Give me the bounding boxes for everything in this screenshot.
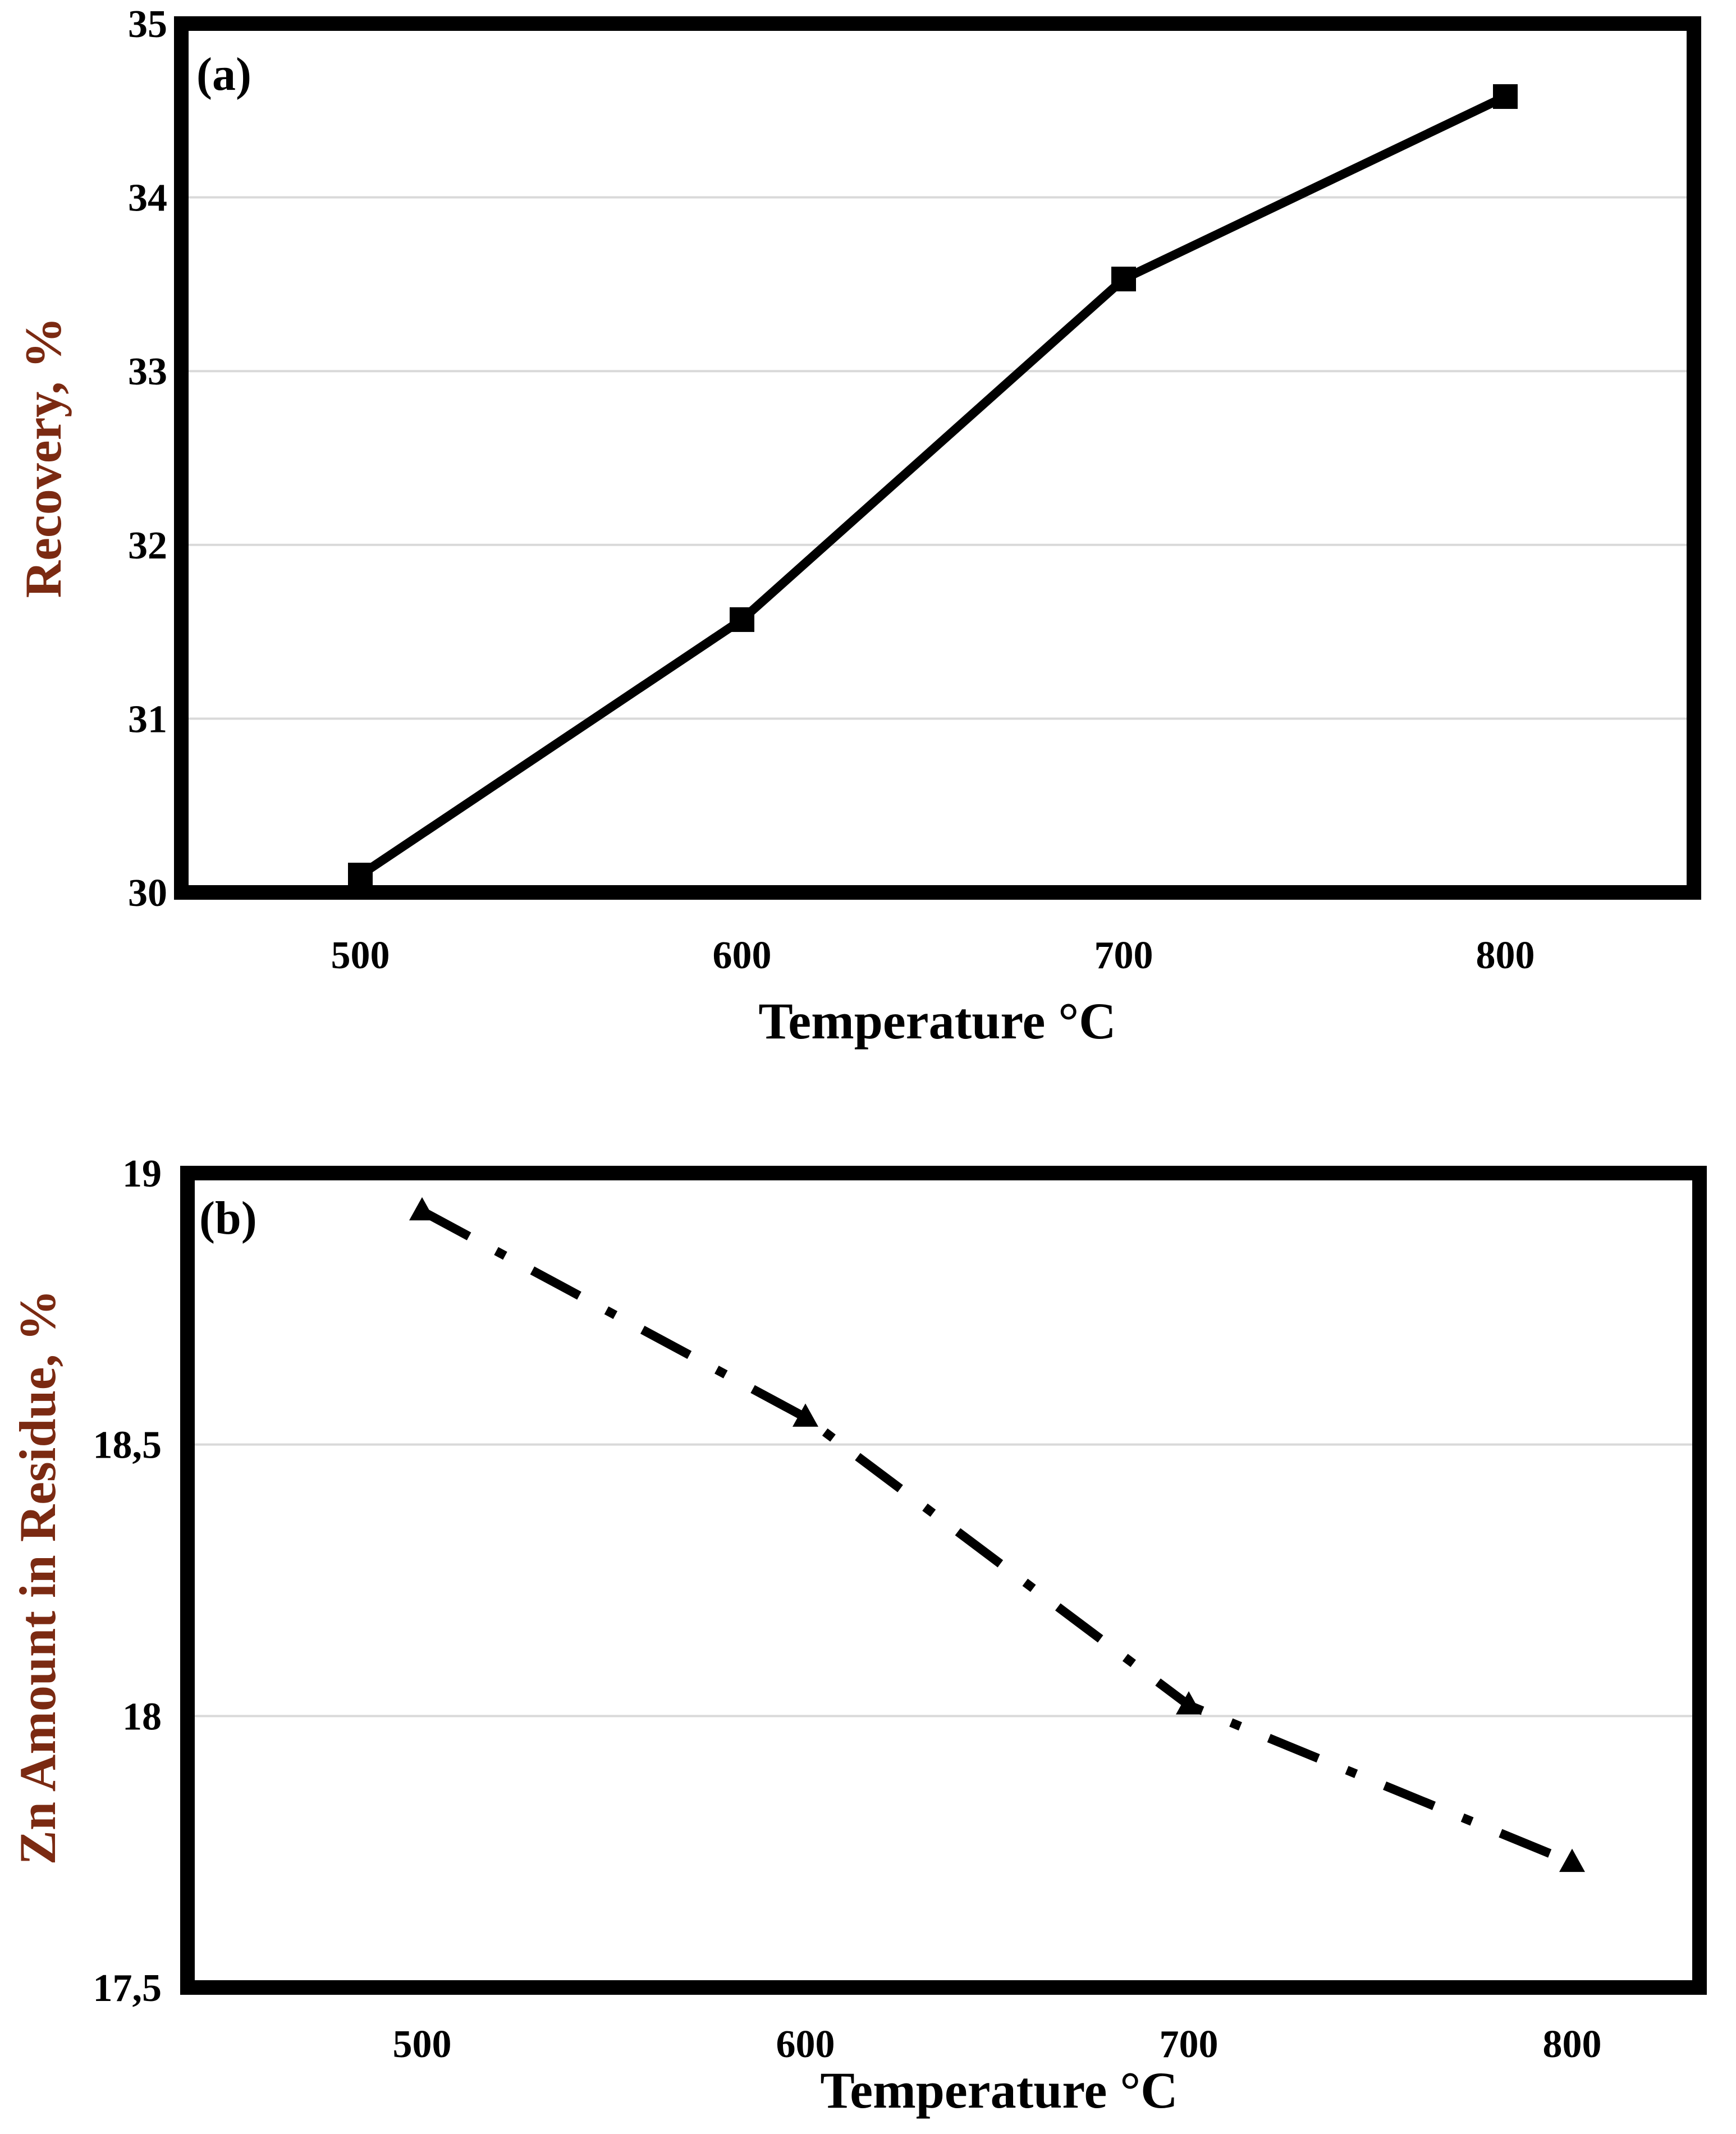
x-tick-label: 600 bbox=[776, 2023, 835, 2066]
panel-label-a: (a) bbox=[196, 48, 251, 100]
y-tick-label: 30 bbox=[128, 872, 167, 915]
y-tick-label: 19 bbox=[122, 1152, 162, 1196]
data-point-square bbox=[348, 863, 373, 888]
x-tick-label: 700 bbox=[1160, 2023, 1219, 2066]
y-axis-title-b: Zn Amount in Residue, % bbox=[9, 1289, 66, 1865]
plot-frame-a bbox=[174, 16, 1701, 900]
x-axis-title-a: Temperature °C bbox=[758, 992, 1116, 1050]
y-tick-labels-b: 17,5 18 18,5 19 bbox=[93, 1152, 162, 2010]
series-line bbox=[358, 92, 1508, 879]
x-tick-label: 700 bbox=[1094, 934, 1153, 977]
data-point-square bbox=[730, 607, 754, 632]
data-point-square bbox=[1493, 84, 1518, 109]
x-tick-label: 500 bbox=[331, 934, 390, 977]
y-tick-labels-a: 30 31 32 33 34 35 bbox=[128, 3, 167, 915]
chart-panel-b: 17,5 18 18,5 19 500 600 700 800 (b) Temperatur… bbox=[9, 1152, 1707, 2119]
x-axis-title-b: Temperature °C bbox=[820, 2062, 1178, 2119]
series-line bbox=[420, 1207, 1574, 1867]
x-tick-labels-b: 500 600 700 800 bbox=[393, 2023, 1602, 2066]
data-point-triangle bbox=[1559, 1848, 1585, 1872]
panel-label-b: (b) bbox=[199, 1192, 257, 1244]
x-tick-label: 800 bbox=[1543, 2023, 1602, 2066]
y-tick-label: 34 bbox=[128, 177, 167, 220]
series-lines-b bbox=[420, 1207, 1574, 1867]
y-tick-label: 18,5 bbox=[93, 1424, 162, 1467]
series-lines-a bbox=[358, 92, 1508, 879]
x-tick-label: 600 bbox=[713, 934, 772, 977]
y-tick-label: 35 bbox=[128, 3, 167, 46]
y-tick-label: 33 bbox=[128, 350, 167, 393]
data-point-triangle bbox=[793, 1403, 818, 1427]
y-tick-label: 17,5 bbox=[93, 1967, 162, 2010]
grid-lines-b bbox=[187, 1443, 1700, 1718]
data-point-triangle bbox=[1176, 1691, 1202, 1715]
grid-lines-a bbox=[181, 196, 1694, 720]
y-tick-label: 32 bbox=[128, 524, 167, 567]
y-axis-title-a: Recovery, % bbox=[15, 317, 72, 598]
data-point-triangle bbox=[409, 1197, 435, 1221]
y-tick-label: 18 bbox=[122, 1695, 162, 1738]
x-tick-label: 800 bbox=[1476, 934, 1535, 977]
series-markers-a bbox=[348, 84, 1518, 888]
x-tick-labels-a: 500 600 700 800 bbox=[331, 934, 1535, 977]
y-tick-label: 31 bbox=[128, 698, 167, 741]
plot-frame-b bbox=[180, 1166, 1707, 1995]
series-markers-b bbox=[409, 1197, 1585, 1872]
data-point-square bbox=[1111, 267, 1136, 292]
x-tick-label: 500 bbox=[393, 2023, 452, 2066]
chart-panel-a: 30 31 32 33 34 35 500 600 700 800 (a) Temperatur… bbox=[15, 3, 1701, 1050]
